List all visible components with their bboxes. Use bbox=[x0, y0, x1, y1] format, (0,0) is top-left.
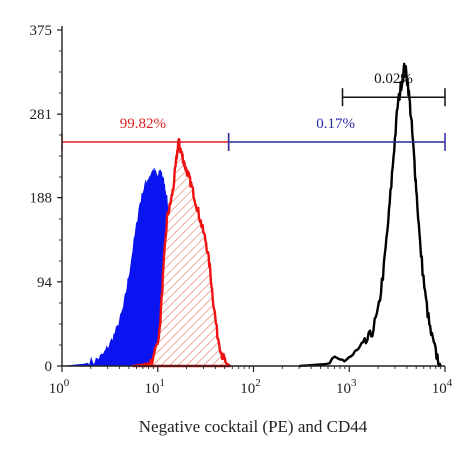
gate-black-percent-label: 0.02% bbox=[374, 71, 413, 87]
x-tick-label: 100 bbox=[49, 377, 70, 397]
x-tick-label: 104 bbox=[432, 377, 453, 397]
y-tick-label: 188 bbox=[30, 191, 53, 207]
gate-red-percent-label: 99.82% bbox=[120, 116, 166, 132]
histogram-outline-series bbox=[299, 62, 442, 368]
x-axis-label: Negative cocktail (PE) and CD44 bbox=[139, 417, 368, 436]
plot-area bbox=[65, 62, 442, 368]
histogram-hatched-series bbox=[131, 138, 232, 368]
y-tick-label: 281 bbox=[30, 107, 53, 123]
y-tick-label: 0 bbox=[45, 359, 53, 375]
axes: 0 94 188 281 375 100 101 102 103 104 bbox=[30, 23, 453, 397]
x-tick-label: 102 bbox=[240, 377, 261, 397]
x-tick-label: 103 bbox=[336, 377, 357, 397]
y-tick-label: 375 bbox=[30, 23, 53, 39]
y-tick-label: 94 bbox=[37, 275, 53, 291]
gate-markers: 99.82% 0.17% 0.02% bbox=[61, 71, 446, 151]
x-tick-label: 101 bbox=[145, 377, 166, 397]
gate-blue-percent-label: 0.17% bbox=[316, 116, 355, 132]
